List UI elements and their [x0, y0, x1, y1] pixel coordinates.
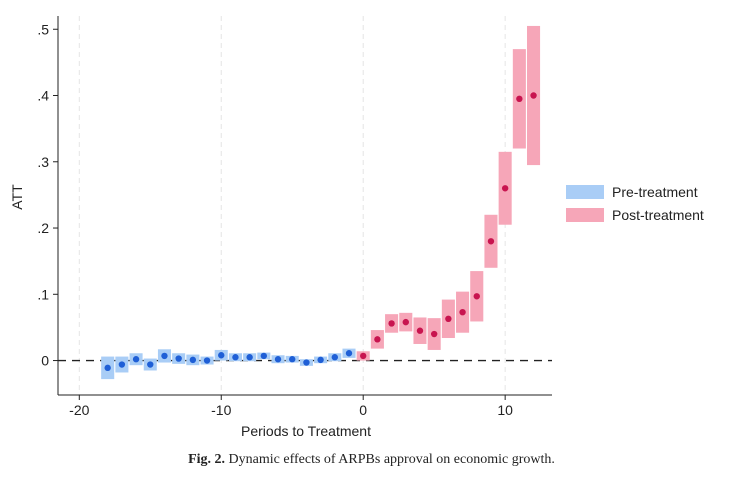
- point-pre-treatment-17: [345, 350, 353, 357]
- y-tick-label-5: .5: [37, 21, 49, 37]
- point-pre-treatment-8: [218, 352, 225, 359]
- point-post-treatment-3: [402, 318, 409, 326]
- point-pre-treatment-13: [289, 356, 296, 363]
- confidence-bands: [101, 25, 541, 380]
- point-post-treatment-10: [501, 185, 509, 192]
- point-post-treatment-5: [430, 330, 438, 338]
- point-pre-treatment-0: [104, 364, 111, 372]
- point-pre-treatment-11: [260, 352, 268, 360]
- point-post-treatment-7: [459, 308, 466, 316]
- point-estimates: [104, 92, 537, 372]
- figure-caption-label: Fig. 2.: [188, 452, 226, 467]
- legend-swatch-pre-treatment: [566, 185, 604, 199]
- point-post-treatment-8: [473, 293, 480, 300]
- legend-label-post-treatment: Post-treatment: [612, 207, 704, 223]
- legend-swatch-post-treatment: [566, 208, 604, 222]
- point-pre-treatment-3: [147, 361, 154, 368]
- figure-caption: Fig. 2. Dynamic effects of ARPBs approva…: [0, 452, 743, 468]
- point-post-treatment-12: [530, 92, 537, 99]
- point-post-treatment-9: [487, 238, 495, 245]
- y-axis-title: ATT: [9, 184, 25, 210]
- point-pre-treatment-6: [189, 356, 197, 364]
- point-post-treatment-0: [360, 352, 367, 360]
- point-post-treatment-4: [416, 327, 424, 334]
- point-pre-treatment-15: [317, 356, 324, 364]
- legend-label-pre-treatment: Pre-treatment: [612, 184, 698, 200]
- figure-caption-text: Dynamic effects of ARPBs approval on eco…: [228, 452, 555, 467]
- point-pre-treatment-1: [118, 361, 126, 368]
- y-axis-ticks: 0 .1 .2 .3 .4 .5: [37, 21, 58, 369]
- point-pre-treatment-14: [303, 359, 310, 366]
- y-tick-label-3: .3: [37, 154, 49, 170]
- point-pre-treatment-5: [175, 355, 182, 362]
- x-tick-label-1: -10: [211, 402, 231, 418]
- grid-lines: [78, 16, 506, 395]
- point-post-treatment-6: [445, 315, 452, 323]
- y-tick-label-0: 0: [41, 353, 49, 369]
- x-axis-ticks: -20 -10 0 10: [69, 395, 513, 418]
- point-pre-treatment-4: [161, 352, 168, 360]
- point-post-treatment-2: [388, 320, 395, 327]
- legend: Pre-treatment Post-treatment: [566, 184, 704, 223]
- point-pre-treatment-9: [232, 354, 239, 361]
- x-axis-title: Periods to Treatment: [241, 423, 371, 439]
- point-pre-treatment-16: [331, 354, 339, 361]
- point-pre-treatment-12: [274, 356, 282, 363]
- point-pre-treatment-10: [246, 354, 253, 361]
- x-tick-label-2: 0: [359, 402, 367, 418]
- y-tick-label-2: .2: [37, 220, 49, 236]
- point-post-treatment-1: [374, 336, 381, 343]
- x-tick-label-0: -20: [69, 402, 89, 418]
- y-tick-label-4: .4: [37, 88, 49, 104]
- x-tick-label-3: 10: [497, 402, 513, 418]
- event-study-chart: 0 .1 .2 .3 .4 .5 -20 -10 0 10 ATT Periods to Tre…: [9, 16, 704, 439]
- point-post-treatment-11: [516, 95, 523, 103]
- y-tick-label-1: .1: [37, 286, 49, 302]
- point-pre-treatment-7: [203, 357, 211, 364]
- point-pre-treatment-2: [132, 356, 140, 363]
